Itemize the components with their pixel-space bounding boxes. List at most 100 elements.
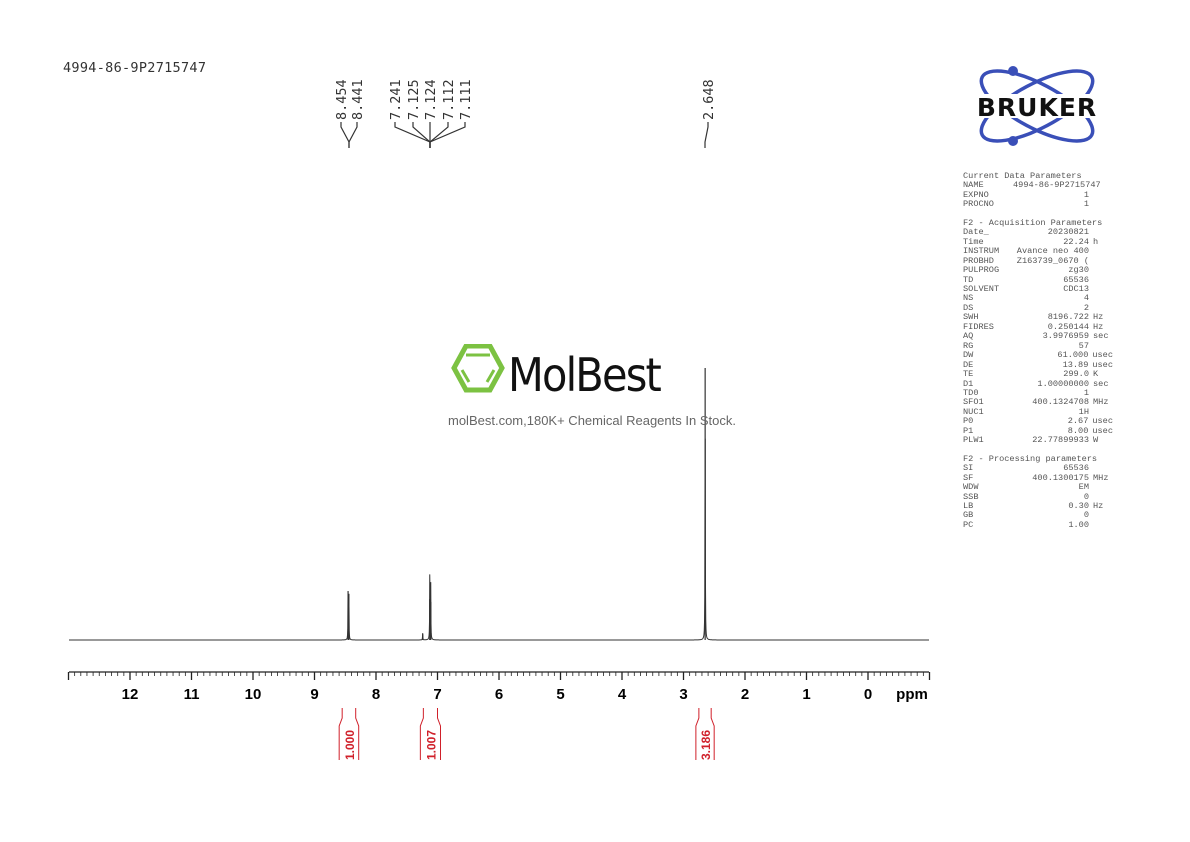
parameter-name: EXPNO xyxy=(963,189,989,200)
parameter-value: 3.9976959 xyxy=(1042,331,1089,342)
acquisition-parameters-panel: Current Data Parameters NAME 4994-86-9P271… xyxy=(963,171,1113,530)
parameter-value: 0 xyxy=(1083,510,1089,521)
parameter-row: SFO1 400.1324708 MHz xyxy=(963,397,1113,408)
parameter-value: 20230821 xyxy=(1047,227,1089,238)
parameter-value: 1 xyxy=(1083,199,1089,210)
bruker-logo: BRUKER xyxy=(960,66,1114,146)
x-tick-label: 3 xyxy=(679,686,687,703)
parameter-value: 57 xyxy=(1078,340,1089,351)
parameter-row: RG 57 xyxy=(963,340,1113,351)
parameter-unit: h xyxy=(1093,236,1099,247)
parameter-name: FIDRES xyxy=(963,321,994,332)
parameter-value: 1.00 xyxy=(1068,519,1089,530)
parameter-unit: MHz xyxy=(1093,397,1109,408)
parameter-name: WDW xyxy=(963,482,979,493)
parameter-name: TD0 xyxy=(963,387,979,398)
parameter-group-title: F2 - Processing parameters xyxy=(963,453,1098,464)
parameter-row: NAME 4994-86-9P2715747 xyxy=(963,180,1113,190)
parameter-unit xyxy=(1089,247,1093,256)
parameter-row: TD0 1 xyxy=(963,387,1113,398)
parameter-unit: Hz xyxy=(1093,500,1104,511)
parameter-name: PC xyxy=(963,519,974,530)
peak-label: 7.111 xyxy=(458,79,474,120)
spectrum-trace xyxy=(69,438,929,641)
parameter-value: zg30 xyxy=(1068,265,1089,276)
integral-bracket xyxy=(338,708,360,760)
parameter-row: P1 8.00 usec xyxy=(963,425,1113,436)
x-tick-label: 6 xyxy=(495,686,503,703)
parameter-row: PLW1 22.77899933 W xyxy=(963,435,1113,446)
integral-bracket xyxy=(419,708,441,760)
x-tick-label: 4 xyxy=(618,686,627,703)
parameter-name: DW xyxy=(963,350,974,361)
parameter-row: DW 61.000 usec xyxy=(963,350,1113,361)
parameter-unit: Hz xyxy=(1093,312,1104,323)
parameter-name: PROBHD xyxy=(963,255,994,266)
parameter-name: D1 xyxy=(963,378,974,389)
parameter-row: TE 299.0 K xyxy=(963,369,1113,380)
parameter-row: D1 1.00000000 sec xyxy=(963,378,1113,389)
parameter-name: RG xyxy=(963,340,974,351)
parameter-unit xyxy=(1089,483,1093,492)
parameter-value: 13.89 xyxy=(1062,359,1089,370)
parameter-group-title: Current Data Parameters xyxy=(963,171,1082,181)
parameter-name: P1 xyxy=(963,425,974,436)
parameter-unit xyxy=(1089,276,1093,285)
svg-text:MolBest: MolBest xyxy=(508,348,661,400)
integral-value: 3.186 xyxy=(699,730,713,760)
parameter-name: SFO1 xyxy=(963,397,984,408)
parameter-value: 22.77899933 xyxy=(1032,435,1089,446)
parameter-unit: usec xyxy=(1092,416,1113,427)
parameter-name: PLW1 xyxy=(963,435,984,446)
parameter-name: SI xyxy=(963,463,974,474)
parameter-value: 400.1300175 xyxy=(1032,472,1089,483)
parameter-value: 0.250144 xyxy=(1047,321,1089,332)
parameter-value: EM xyxy=(1078,482,1089,493)
parameter-unit: usec xyxy=(1092,359,1113,370)
parameter-unit: Hz xyxy=(1093,321,1104,332)
peak-label: 8.454 xyxy=(334,79,350,120)
parameter-row: GB 0 xyxy=(963,510,1113,521)
parameter-group-title: F2 - Acquisition Parameters xyxy=(963,217,1103,228)
integral-bracket xyxy=(695,708,715,760)
parameter-unit xyxy=(1089,511,1093,520)
parameter-unit xyxy=(1089,191,1093,200)
parameter-value: 22.24 xyxy=(1063,236,1089,247)
parameter-name: SWH xyxy=(963,312,979,323)
parameter-row: PROBHD Z163739_0670 ( xyxy=(963,255,1113,266)
parameter-name: TE xyxy=(963,369,974,380)
parameter-name: SSB xyxy=(963,491,979,502)
parameter-unit xyxy=(1089,266,1093,275)
peak-label-connector xyxy=(348,122,358,148)
sample-name: 4994-86-9P2715747 xyxy=(63,60,207,76)
parameter-name: PROCNO xyxy=(963,199,994,210)
parameter-unit xyxy=(1089,521,1093,530)
molbest-tagline: molBest.com,180K+ Chemical Reagents In S… xyxy=(448,413,736,428)
parameter-row: DE 13.89 usec xyxy=(963,359,1113,370)
parameter-name: Date_ xyxy=(963,227,989,238)
molbest-watermark: MolBest xyxy=(448,343,668,405)
parameter-unit xyxy=(1089,257,1093,266)
integral-value: 1.007 xyxy=(424,730,438,760)
peak-label-connector xyxy=(412,122,431,148)
parameter-row: NS 4 xyxy=(963,293,1113,303)
parameter-unit xyxy=(1089,285,1093,294)
parameter-name: SOLVENT xyxy=(963,283,1000,294)
x-tick-label: 2 xyxy=(741,686,749,703)
peak-label-connector xyxy=(340,122,350,148)
x-tick-label: 10 xyxy=(245,686,262,703)
parameter-value: 2 xyxy=(1083,302,1089,313)
parameter-value: 2.67 xyxy=(1067,416,1089,427)
parameter-row: EXPNO 1 xyxy=(963,189,1113,200)
parameter-row: PC 1.00 xyxy=(963,519,1113,530)
x-tick-label: 0 xyxy=(864,686,872,703)
parameter-value: Z163739_0670 ( xyxy=(1016,255,1089,266)
parameter-value: 1.00000000 xyxy=(1037,378,1089,389)
parameter-row: SSB 0 xyxy=(963,491,1113,502)
peak-label: 7.112 xyxy=(441,79,457,120)
integral-value: 1.000 xyxy=(343,730,357,760)
parameter-value: 1H xyxy=(1078,406,1089,417)
parameter-row: SF 400.1300175 MHz xyxy=(963,472,1113,483)
parameter-name: SF xyxy=(963,472,974,483)
parameter-unit: W xyxy=(1093,435,1099,446)
